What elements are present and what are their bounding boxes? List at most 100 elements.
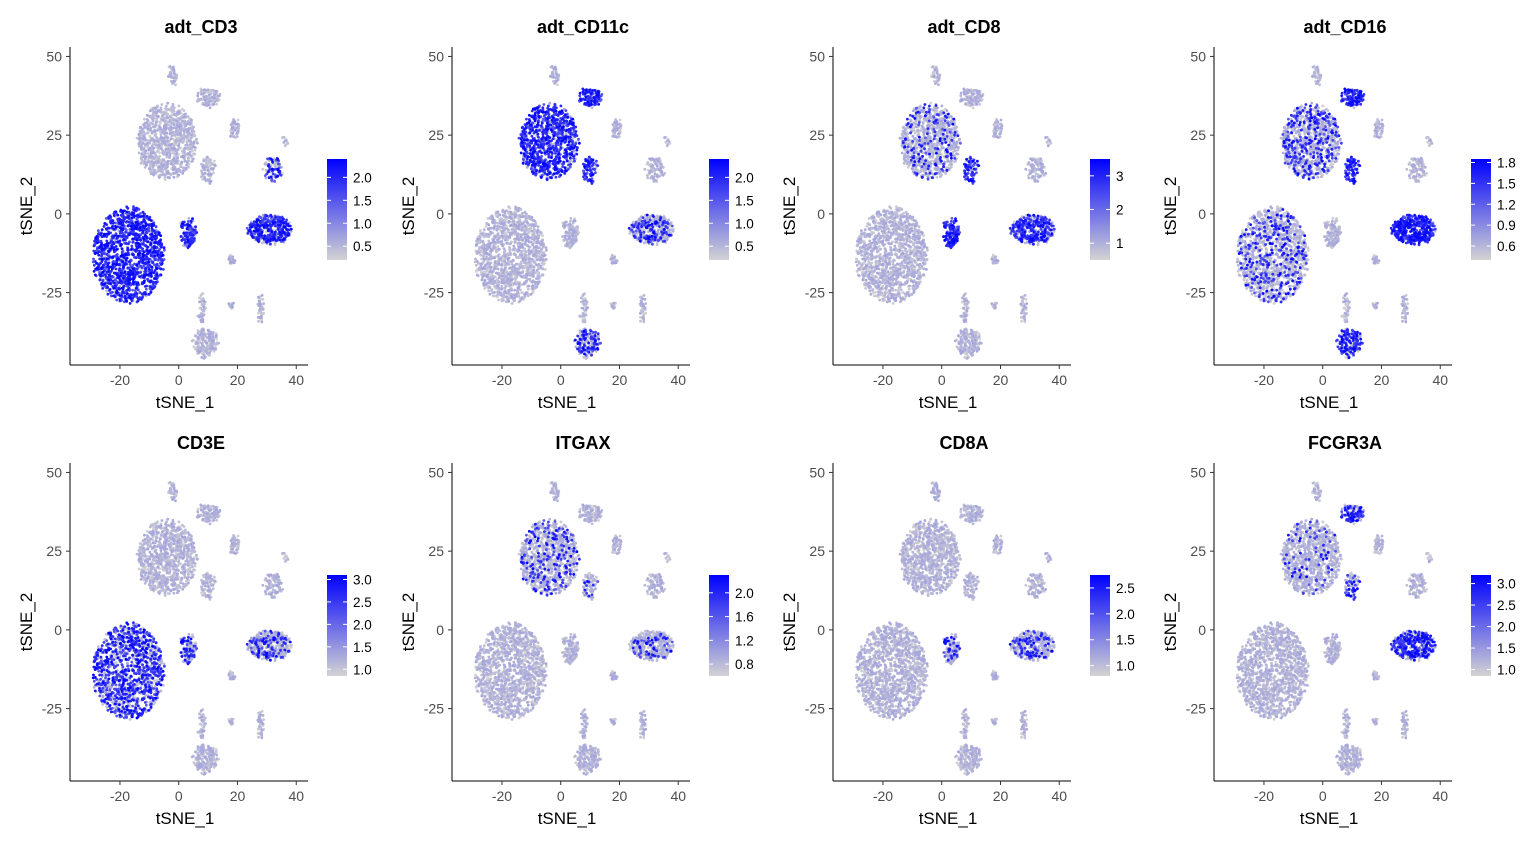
cell-point xyxy=(116,291,119,294)
cell-point xyxy=(193,153,196,156)
cell-point xyxy=(183,130,186,133)
cell-point xyxy=(154,143,157,146)
cell-point xyxy=(151,227,154,230)
cell-point xyxy=(261,231,264,234)
cell-point xyxy=(591,106,594,109)
cell-point xyxy=(167,171,170,174)
cell-point xyxy=(128,260,131,263)
cell-point xyxy=(116,258,119,261)
cell-point xyxy=(554,82,557,85)
cell-point xyxy=(112,228,115,231)
cell-point xyxy=(125,236,128,239)
cell-point xyxy=(212,103,215,106)
cell-point xyxy=(576,225,579,228)
cell-point xyxy=(144,152,147,155)
cell-point xyxy=(149,167,152,170)
cell-point xyxy=(284,139,287,142)
cell-point xyxy=(204,350,207,353)
cell-point xyxy=(101,258,104,261)
x-tick-label: -20 xyxy=(110,372,130,388)
cell-point xyxy=(108,250,111,253)
cell-point xyxy=(126,207,129,210)
cell-point xyxy=(177,144,180,147)
cell-point xyxy=(161,260,164,263)
cell-point xyxy=(176,157,179,160)
cell-point xyxy=(182,155,185,158)
cell-point xyxy=(180,161,183,164)
cell-point xyxy=(126,211,129,214)
cell-point xyxy=(158,176,161,179)
cell-point xyxy=(163,126,166,129)
cell-point xyxy=(185,136,188,139)
cell-point xyxy=(237,130,240,133)
cell-point xyxy=(511,263,514,266)
cell-point xyxy=(140,257,143,260)
cell-point xyxy=(103,244,106,247)
cell-point xyxy=(170,125,173,128)
cell-point xyxy=(125,300,128,303)
cell-point xyxy=(172,123,175,126)
cell-point xyxy=(644,302,647,305)
cell-point xyxy=(162,254,165,257)
cell-point xyxy=(173,134,176,137)
cell-point xyxy=(175,130,178,133)
cell-point xyxy=(193,237,196,240)
cell-point xyxy=(110,266,113,269)
cell-point xyxy=(169,119,172,122)
cell-point xyxy=(107,269,110,272)
cell-point xyxy=(117,276,120,279)
cell-point xyxy=(148,268,151,271)
cell-point xyxy=(480,258,483,261)
cell-point xyxy=(144,126,147,129)
cell-point xyxy=(257,218,260,221)
cell-point xyxy=(512,220,515,223)
cell-point xyxy=(139,265,142,268)
cell-point xyxy=(146,237,149,240)
cell-point xyxy=(149,129,152,132)
cell-point xyxy=(172,104,175,107)
cell-point xyxy=(145,155,148,158)
cell-point xyxy=(195,231,198,234)
cell-point xyxy=(275,239,278,242)
cell-point xyxy=(154,238,157,241)
cell-point xyxy=(169,154,172,157)
cell-point xyxy=(147,152,150,155)
cell-point xyxy=(138,245,141,248)
cell-point xyxy=(138,228,141,231)
cell-point xyxy=(259,308,262,311)
cell-point xyxy=(142,156,145,159)
cell-point xyxy=(145,285,148,288)
cell-point xyxy=(202,345,205,348)
cell-point xyxy=(544,268,547,271)
cell-point xyxy=(274,165,277,168)
cell-point xyxy=(161,103,164,106)
cell-point xyxy=(126,216,129,219)
cell-point xyxy=(173,176,176,179)
cell-point xyxy=(141,152,144,155)
cell-point xyxy=(121,247,124,250)
cell-point xyxy=(215,103,218,106)
cell-point xyxy=(197,350,200,353)
cell-point xyxy=(135,224,138,227)
cell-point xyxy=(132,205,135,208)
cell-point xyxy=(476,240,479,243)
cell-point xyxy=(275,216,278,219)
cell-point xyxy=(265,241,268,244)
cell-point xyxy=(202,160,205,163)
cell-point xyxy=(203,168,206,171)
cell-point xyxy=(250,226,253,229)
cell-point xyxy=(211,163,214,166)
cell-point xyxy=(154,285,157,288)
cell-point xyxy=(277,237,280,240)
cell-point xyxy=(186,144,189,147)
cell-point xyxy=(143,134,146,137)
cell-point xyxy=(142,258,145,261)
cell-point xyxy=(278,230,281,233)
cell-point xyxy=(539,231,542,234)
cell-point xyxy=(125,221,128,224)
cell-point xyxy=(155,136,158,139)
cell-point xyxy=(151,117,154,120)
cell-point xyxy=(146,143,149,146)
cell-point xyxy=(643,168,646,171)
